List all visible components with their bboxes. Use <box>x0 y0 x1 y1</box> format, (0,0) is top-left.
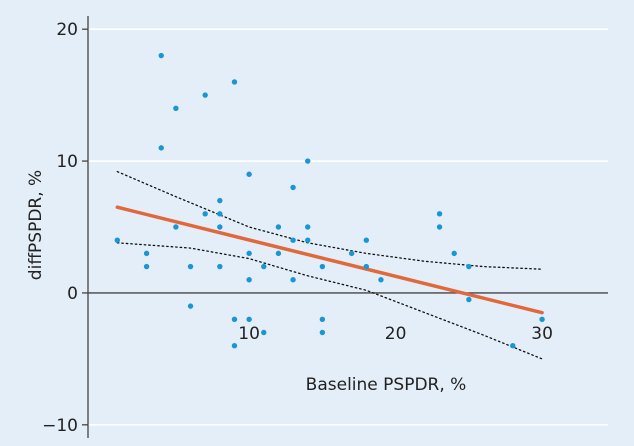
ci-lower-curve <box>116 242 543 360</box>
data-point <box>202 211 208 217</box>
data-point <box>466 296 472 303</box>
data-point <box>290 237 296 243</box>
data-point <box>217 263 223 270</box>
data-point <box>246 171 252 177</box>
data-point <box>275 250 282 257</box>
data-point <box>275 224 282 230</box>
data-point <box>158 52 164 59</box>
data-point <box>143 250 150 257</box>
regression-layer <box>115 205 544 315</box>
data-point <box>173 224 179 230</box>
data-point <box>319 263 326 270</box>
y-tick-label: 10 <box>56 152 78 172</box>
data-point <box>378 277 384 283</box>
data-point <box>261 263 267 270</box>
data-point <box>363 263 370 270</box>
data-point <box>231 79 238 85</box>
data-point <box>114 237 120 243</box>
regression-line <box>115 205 544 315</box>
y-tick-label: 20 <box>56 20 78 40</box>
data-point <box>231 316 238 323</box>
data-point <box>451 250 457 257</box>
data-point <box>363 237 370 243</box>
y-axis-title: diffPSPDR, % <box>26 170 46 280</box>
data-point <box>319 316 326 323</box>
data-point <box>305 224 311 230</box>
x-axis-title: Baseline PSPDR, % <box>306 375 467 395</box>
data-point <box>158 145 164 151</box>
axes <box>82 16 608 438</box>
data-point <box>348 250 355 257</box>
data-point <box>246 250 252 257</box>
data-point <box>187 263 194 270</box>
data-point <box>319 329 326 336</box>
x-tick-label: 10 <box>238 324 260 344</box>
data-point <box>290 277 296 283</box>
data-point <box>290 184 296 191</box>
x-tick-label: 30 <box>531 324 553 344</box>
data-points <box>114 52 545 349</box>
data-point <box>510 342 516 349</box>
data-point <box>217 211 223 217</box>
data-point <box>187 303 194 309</box>
data-point <box>246 316 252 323</box>
confidence-band <box>116 170 543 360</box>
data-point <box>202 92 208 98</box>
data-point <box>217 224 223 230</box>
data-point <box>217 197 223 204</box>
data-point <box>436 224 443 230</box>
y-tick-label: 0 <box>67 284 78 304</box>
y-tick-label: −10 <box>42 416 78 436</box>
data-point <box>231 342 238 349</box>
data-point <box>305 237 311 243</box>
data-point <box>466 263 472 270</box>
tick-labels: 20 10 0 −10 10 20 30 <box>42 20 553 436</box>
data-point <box>261 329 267 336</box>
data-point <box>539 316 545 323</box>
data-point <box>143 263 150 270</box>
data-point <box>305 158 311 164</box>
data-point <box>173 105 179 112</box>
ci-upper-curve <box>116 170 543 270</box>
data-point <box>246 277 252 283</box>
grid-lines <box>88 28 608 426</box>
data-point <box>436 211 443 217</box>
x-tick-label: 20 <box>385 324 407 344</box>
